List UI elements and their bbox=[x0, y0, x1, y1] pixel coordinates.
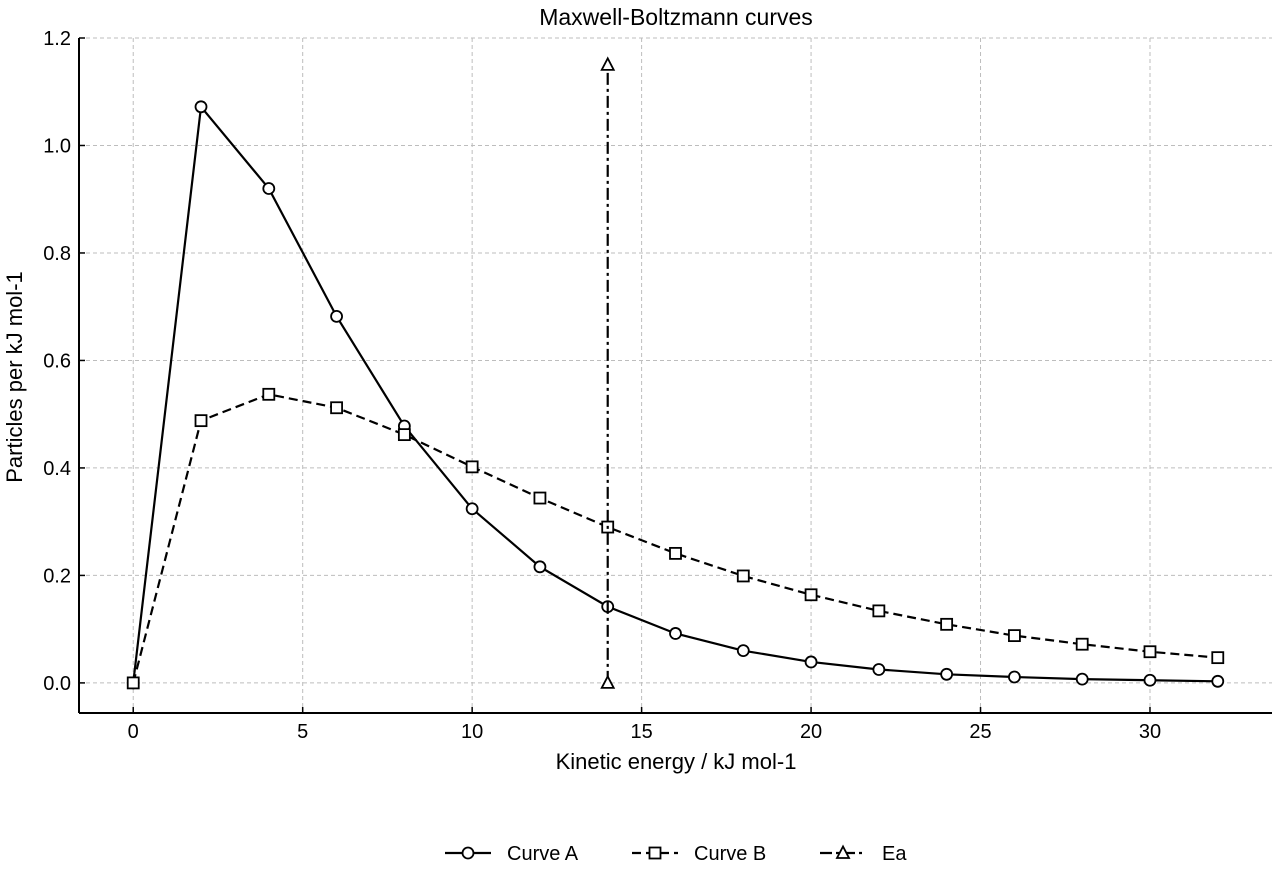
legend-marker bbox=[835, 844, 851, 859]
data-point-curve-b bbox=[940, 617, 954, 631]
series-curve-a bbox=[126, 100, 1225, 690]
data-point-curve-b bbox=[736, 569, 750, 583]
legend-label: Curve A bbox=[507, 843, 579, 865]
y-tick-label: 1.2 bbox=[43, 28, 71, 50]
legend-marker bbox=[648, 846, 662, 860]
y-tick-label: 1.0 bbox=[43, 135, 71, 157]
data-point-curve-b bbox=[1075, 637, 1089, 651]
legend-item-curve-a: Curve A bbox=[445, 843, 579, 865]
data-point-curve-b bbox=[262, 387, 276, 401]
data-point-curve-b bbox=[533, 491, 547, 505]
data-point-curve-a bbox=[330, 309, 343, 323]
x-tick-label: 30 bbox=[1139, 721, 1161, 743]
legend-item-curve-b: Curve B bbox=[632, 843, 766, 865]
x-tick-label: 5 bbox=[297, 721, 308, 743]
data-point-curve-a bbox=[465, 502, 479, 516]
data-point-curve-b bbox=[1211, 651, 1225, 665]
data-point-curve-b bbox=[669, 546, 682, 560]
y-tick-label: 0.0 bbox=[43, 673, 71, 695]
x-tick-label: 10 bbox=[461, 721, 483, 743]
data-point-curve-b bbox=[804, 588, 818, 602]
data-point-curve-a bbox=[669, 627, 682, 640]
legend-item-ea: Ea bbox=[820, 843, 907, 865]
data-point-curve-a bbox=[533, 560, 547, 574]
series-line-curve-b bbox=[132, 393, 1218, 684]
legend: Curve A Curve B Ea bbox=[445, 843, 907, 865]
y-tick-label: 0.4 bbox=[43, 458, 71, 480]
data-point-curve-a bbox=[1075, 672, 1089, 686]
data-point-curve-a bbox=[872, 663, 886, 676]
data-point-curve-a bbox=[194, 100, 208, 114]
x-tick-label: 25 bbox=[969, 721, 991, 743]
legend-marker bbox=[461, 846, 475, 860]
data-point-curve-b bbox=[1008, 629, 1021, 643]
legend-label: Ea bbox=[882, 843, 907, 865]
chart-title: Maxwell-Boltzmann curves bbox=[539, 4, 813, 30]
x-tick-label: 0 bbox=[128, 721, 139, 743]
axes: 0 5 10 15 20 25 30 0.0 0.2 0.4 0.6 0.8 1.0 1.2 bbox=[43, 28, 1272, 743]
data-point-curve-b bbox=[397, 428, 411, 442]
data-point-curve-b bbox=[1143, 645, 1157, 659]
labels: Maxwell-Boltzmann curves Kinetic energy … bbox=[2, 4, 813, 774]
y-tick-label: 0.8 bbox=[43, 243, 71, 265]
y-tick-label: 0.6 bbox=[43, 350, 71, 372]
data-point-curve-b bbox=[872, 604, 886, 618]
series-curve-b bbox=[126, 387, 1225, 690]
x-tick-label: 15 bbox=[630, 721, 652, 743]
x-axis-label: Kinetic energy / kJ mol-1 bbox=[556, 749, 797, 774]
series-ea bbox=[600, 56, 616, 689]
legend-label: Curve B bbox=[694, 843, 766, 865]
data-point-curve-b bbox=[126, 676, 140, 690]
data-point-curve-a bbox=[1211, 674, 1225, 688]
y-axis-label: Particles per kJ mol-1 bbox=[2, 271, 27, 483]
grid bbox=[79, 37, 1272, 713]
data-point-curve-a bbox=[940, 667, 954, 681]
plot-area bbox=[126, 56, 1225, 690]
data-point-curve-b bbox=[194, 414, 208, 428]
data-point-ea bbox=[600, 56, 616, 71]
x-tick-label: 20 bbox=[800, 721, 822, 743]
data-point-curve-b bbox=[465, 460, 479, 474]
data-point-curve-b bbox=[330, 401, 343, 415]
data-point-ea bbox=[600, 674, 616, 689]
data-point-curve-a bbox=[804, 655, 818, 669]
data-point-curve-a bbox=[736, 644, 750, 658]
series-line-curve-a bbox=[132, 104, 1218, 684]
data-point-curve-a bbox=[1008, 670, 1021, 684]
y-tick-label: 0.2 bbox=[43, 565, 71, 587]
data-point-curve-a bbox=[1143, 673, 1157, 687]
data-point-curve-a bbox=[262, 182, 276, 195]
